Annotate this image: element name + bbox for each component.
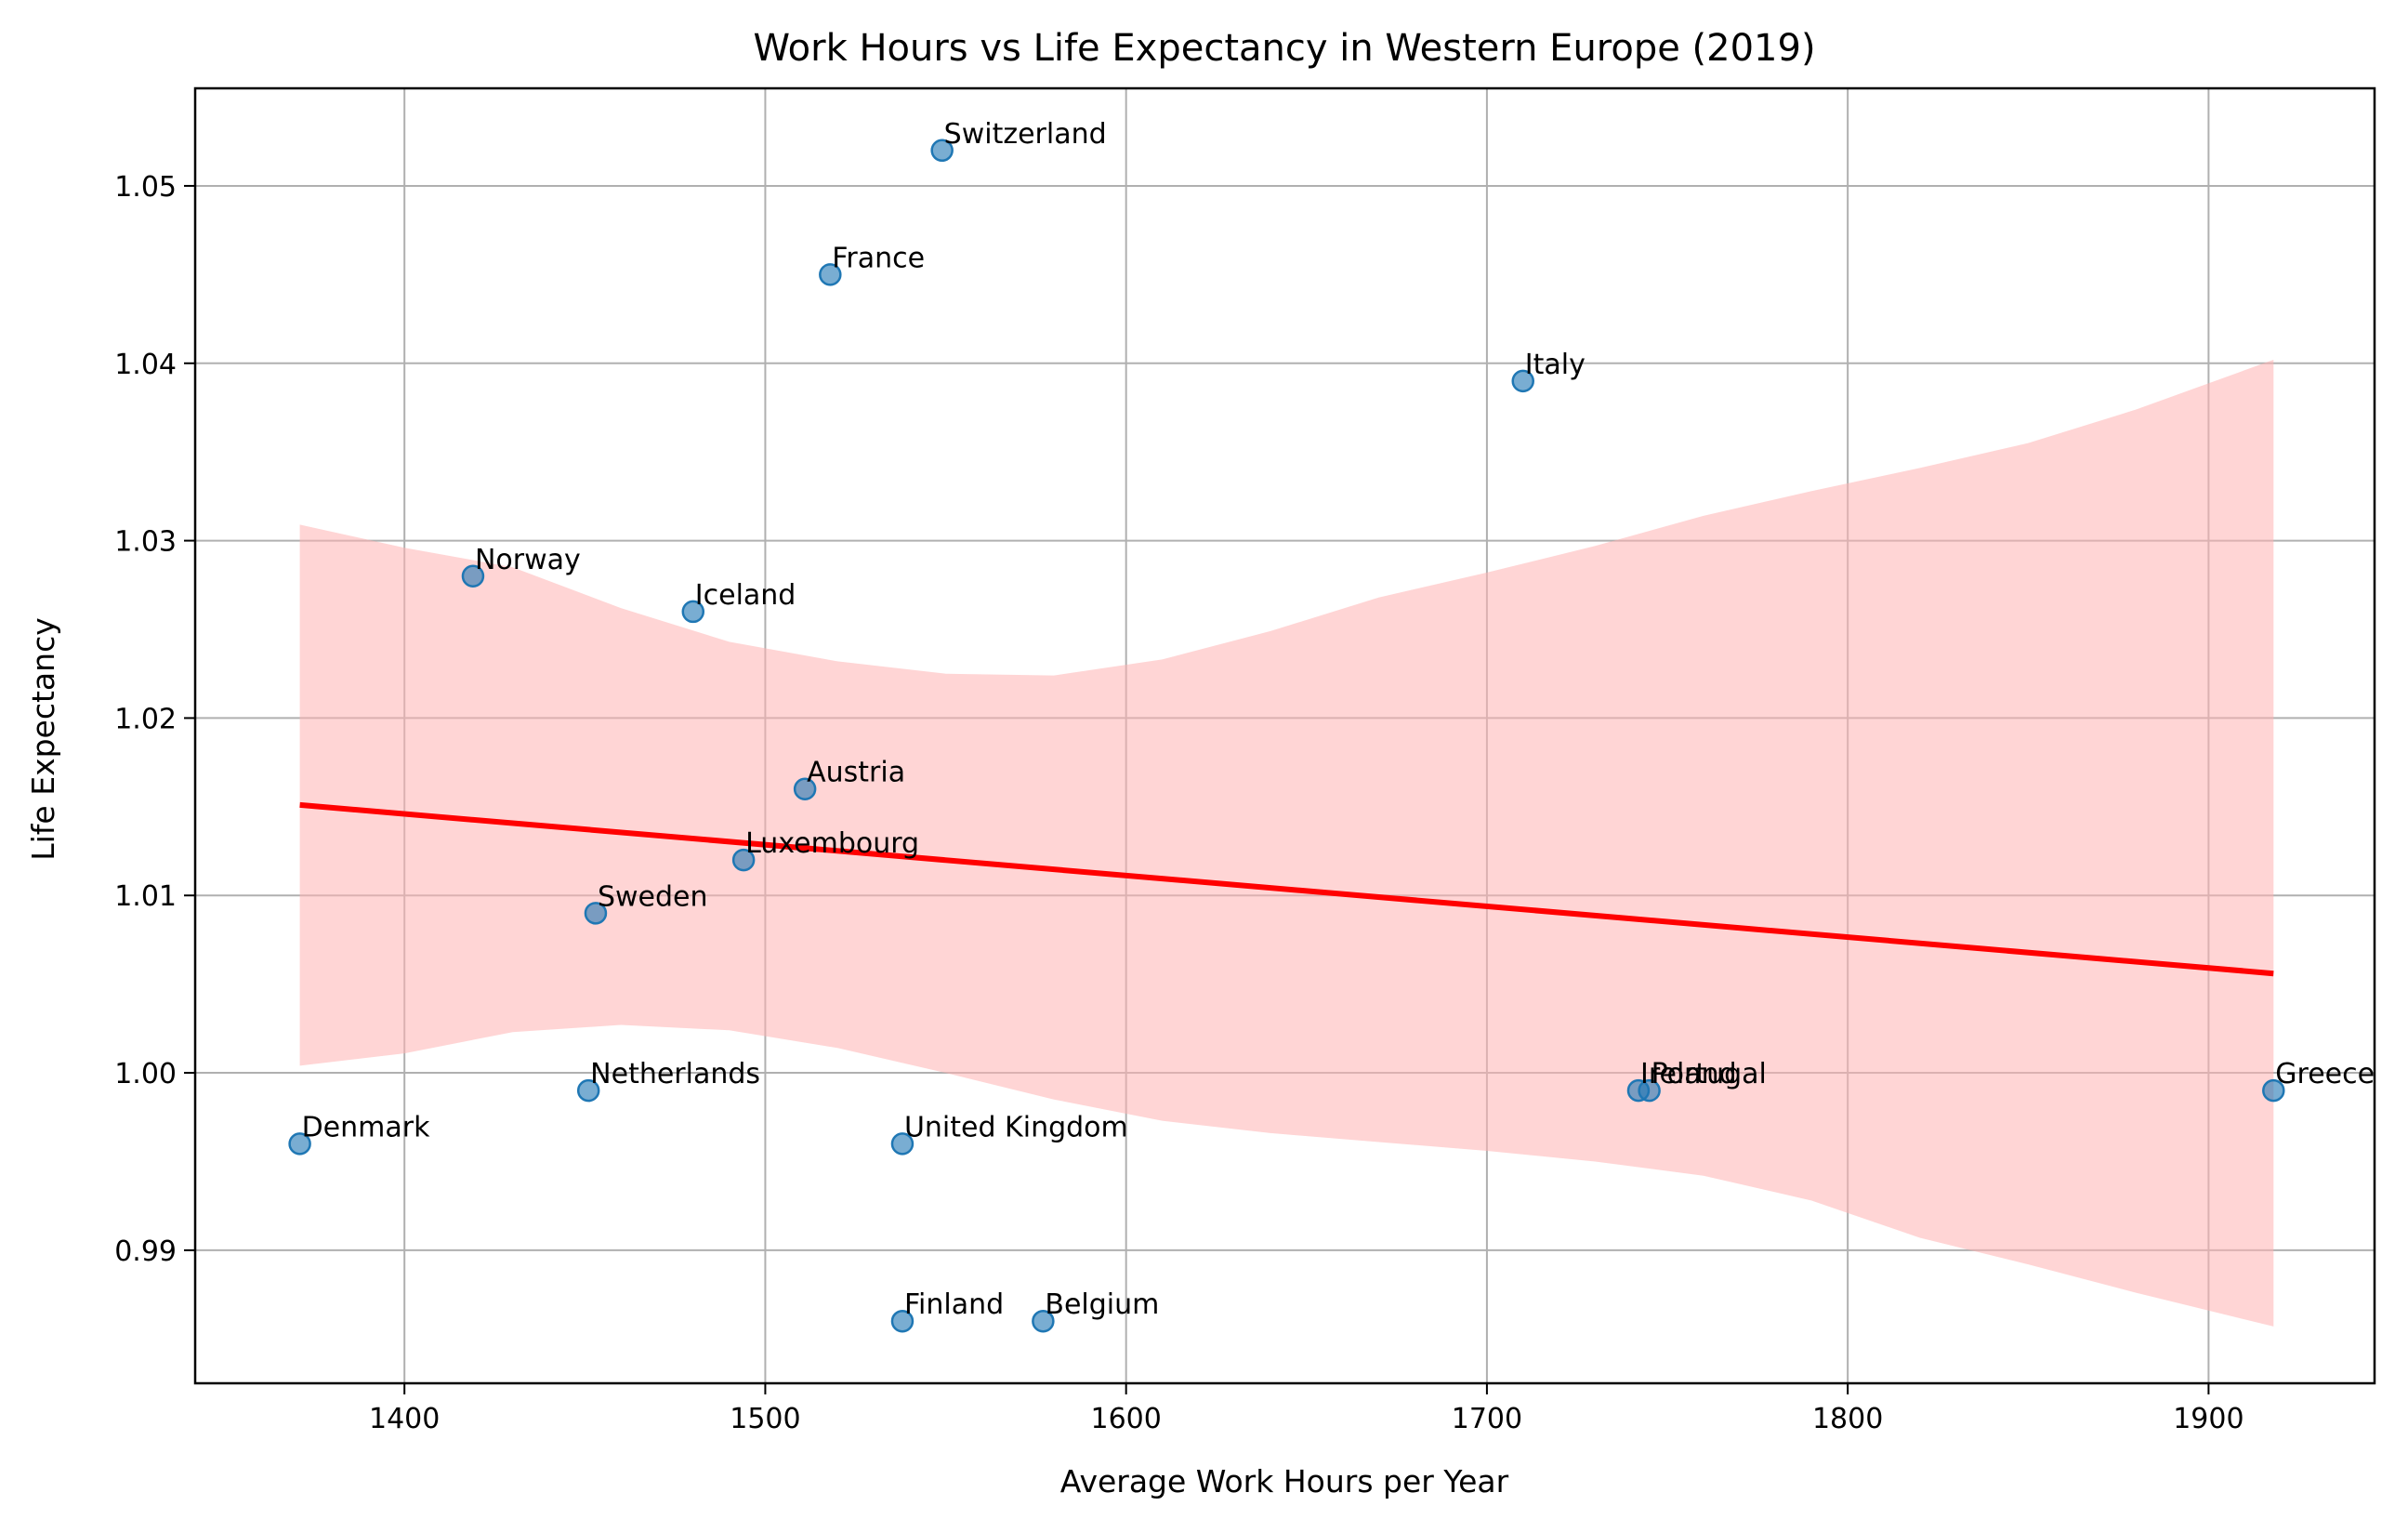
point-luxembourg [731,848,756,872]
point-label-luxembourg: Luxembourg [745,827,919,860]
point-norway [461,564,485,588]
point-label-denmark: Denmark [302,1111,431,1143]
x-tick-label: 1500 [730,1403,800,1435]
y-tick-label: 1.01 [114,880,177,913]
points-layer [288,139,2285,1333]
point-label-greece: Greece [2275,1058,2375,1090]
point-austria [793,777,817,800]
point-label-switzerland: Switzerland [944,118,1107,151]
point-finland [890,1309,915,1333]
point-sweden [584,902,608,925]
point-label-finland: Finland [904,1288,1004,1321]
y-tick-label: 1.05 [114,171,177,204]
confidence-band-layer [299,360,2274,1327]
point-labels-layer: Denmark Norway Netherlands Sweden Iceland Lux… [302,118,2375,1321]
y-tick-label: 1.00 [114,1058,177,1090]
y-tick-label: 1.02 [114,703,177,735]
point-label-france: France [832,242,925,274]
point-iceland [681,600,705,624]
point-united-kingdom [890,1132,915,1156]
point-greece [2262,1078,2285,1103]
y-axis-ticks: 0.99 1.00 1.01 1.02 1.03 1.04 1.05 [114,171,195,1268]
regression-line-layer [299,801,2274,977]
point-label-netherlands: Netherlands [590,1058,760,1090]
chart-title: Work Hours vs Life Expectancy in Western… [753,27,1815,70]
y-tick-label: 0.99 [114,1235,177,1268]
point-portugal [1638,1078,1661,1103]
confidence-band [299,360,2274,1327]
point-netherlands [576,1078,600,1103]
y-axis-label: Life Expectancy [25,617,61,861]
point-belgium [1032,1309,1055,1333]
x-tick-label: 1600 [1090,1403,1161,1435]
point-label-ireland: Ireland [1640,1058,1737,1090]
regression-line [299,801,2274,977]
x-tick-label: 1700 [1452,1403,1522,1435]
y-tick-label: 1.03 [114,526,177,559]
x-tick-label: 1900 [2173,1403,2244,1435]
x-tick-label: 1400 [369,1403,440,1435]
point-italy [1511,369,1534,393]
point-label-sweden: Sweden [598,880,708,913]
point-label-belgium: Belgium [1045,1288,1159,1321]
point-denmark [288,1132,311,1156]
point-label-iceland: Iceland [695,579,796,612]
point-switzerland [930,139,954,163]
point-label-portugal: Portugal [1651,1058,1767,1090]
y-tick-label: 1.04 [114,349,177,381]
x-axis-label: Average Work Hours per Year [1060,1463,1509,1499]
point-label-norway: Norway [475,544,581,576]
point-label-austria: Austria [807,757,905,789]
point-france [819,263,842,286]
point-label-united-kingdom: United Kingdom [904,1111,1128,1143]
point-label-italy: Italy [1525,349,1586,381]
x-axis-ticks: 1400 1500 1600 1700 1800 1900 [369,1383,2244,1435]
x-tick-label: 1800 [1812,1403,1883,1435]
plot-frame [193,86,2376,1385]
